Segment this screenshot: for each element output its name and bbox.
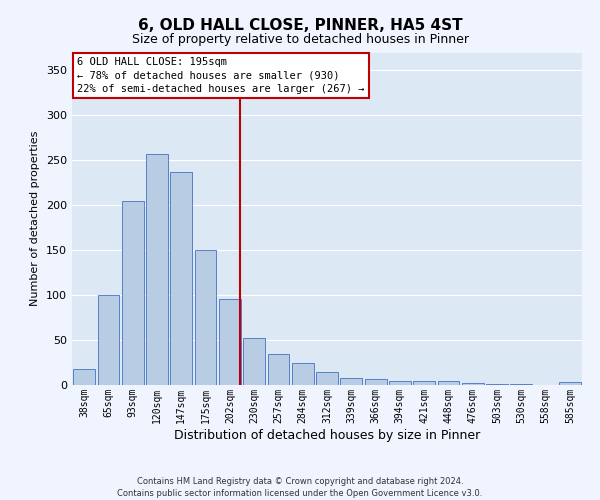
Bar (365, 378, 386, 385)
Bar (389, 380, 411, 385)
Bar (511, 384, 532, 385)
Bar (292, 362, 314, 385)
Bar (170, 172, 192, 385)
Text: Size of property relative to detached houses in Pinner: Size of property relative to detached ho… (131, 32, 469, 46)
Bar (559, 382, 581, 385)
Bar (486, 384, 508, 385)
Bar (316, 372, 338, 385)
Bar (268, 354, 289, 385)
Text: 6, OLD HALL CLOSE, PINNER, HA5 4ST: 6, OLD HALL CLOSE, PINNER, HA5 4ST (137, 18, 463, 32)
Y-axis label: Number of detached properties: Number of detached properties (31, 131, 40, 306)
X-axis label: Distribution of detached houses by size in Pinner: Distribution of detached houses by size … (174, 428, 480, 442)
Bar (97, 295, 119, 385)
Bar (219, 298, 241, 385)
Bar (146, 154, 168, 385)
Bar (437, 382, 460, 385)
Bar (340, 378, 362, 385)
Text: 6 OLD HALL CLOSE: 195sqm
← 78% of detached houses are smaller (930)
22% of semi-: 6 OLD HALL CLOSE: 195sqm ← 78% of detach… (77, 58, 365, 94)
Bar (73, 369, 95, 385)
Bar (462, 383, 484, 385)
Bar (122, 201, 143, 385)
Bar (243, 338, 265, 385)
Bar (194, 250, 217, 385)
Text: Contains HM Land Registry data © Crown copyright and database right 2024.
Contai: Contains HM Land Registry data © Crown c… (118, 476, 482, 498)
Bar (413, 382, 435, 385)
